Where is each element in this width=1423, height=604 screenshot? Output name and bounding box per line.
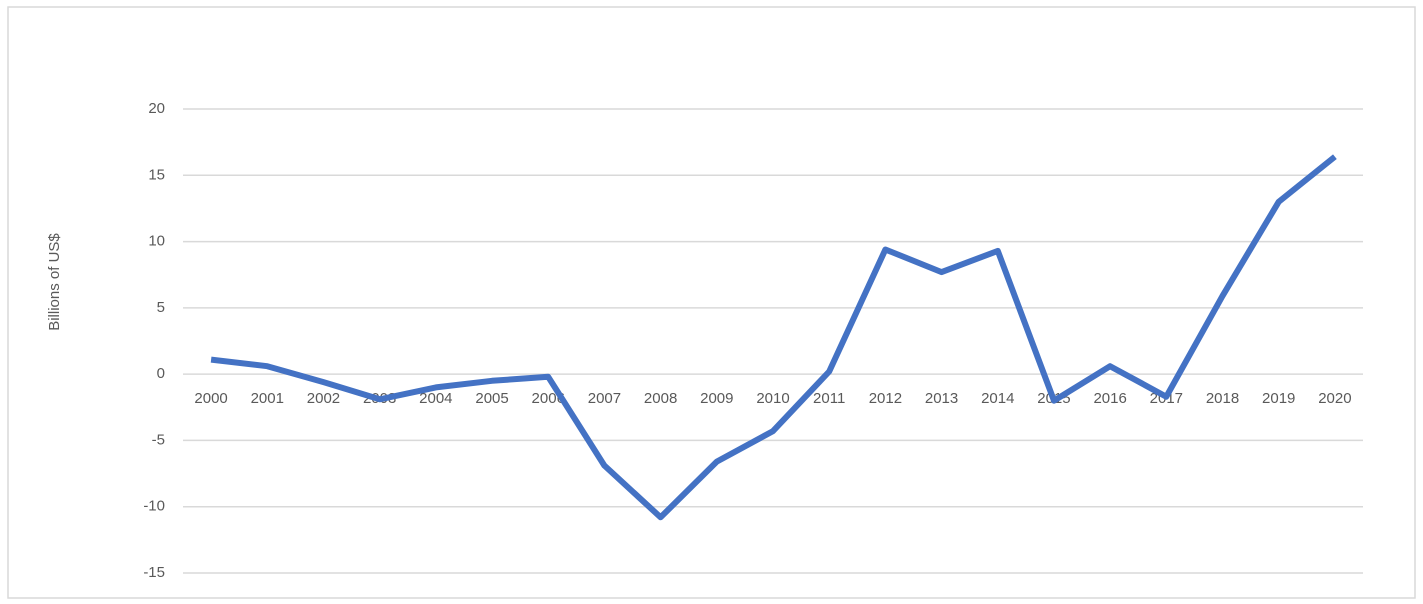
y-tick-label: -10 xyxy=(143,498,165,515)
x-tick-label: 2007 xyxy=(588,390,621,407)
x-tick-label: 2001 xyxy=(251,390,284,407)
x-tick-label: 2009 xyxy=(700,390,733,407)
y-tick-label: -15 xyxy=(143,564,165,581)
x-tick-label: 2014 xyxy=(981,390,1014,407)
x-tick-label: 2020 xyxy=(1318,390,1351,407)
y-tick-label: 20 xyxy=(148,100,165,117)
x-tick-label: 2008 xyxy=(644,390,677,407)
x-tick-label: 2013 xyxy=(925,390,958,407)
x-tick-label: 2010 xyxy=(756,390,789,407)
chart-border xyxy=(7,6,1416,599)
x-tick-label: 2000 xyxy=(194,390,227,407)
y-tick-label: 15 xyxy=(148,166,165,183)
y-tick-label: 5 xyxy=(157,299,165,316)
x-tick-label: 2002 xyxy=(307,390,340,407)
x-tick-label: 2016 xyxy=(1093,390,1126,407)
y-tick-label: -5 xyxy=(152,431,165,448)
x-tick-label: 2019 xyxy=(1262,390,1295,407)
x-tick-label: 2011 xyxy=(813,390,845,407)
line-series xyxy=(210,154,1337,521)
x-tick-label: 2012 xyxy=(869,390,902,407)
x-tick-label: 2005 xyxy=(475,390,508,407)
y-tick-label: 10 xyxy=(148,233,165,250)
y-axis-label: Billions of US$ xyxy=(46,233,63,331)
y-tick-label: 0 xyxy=(157,365,165,382)
x-tick-label: 2018 xyxy=(1206,390,1239,407)
x-tick-label: 2004 xyxy=(419,390,452,407)
